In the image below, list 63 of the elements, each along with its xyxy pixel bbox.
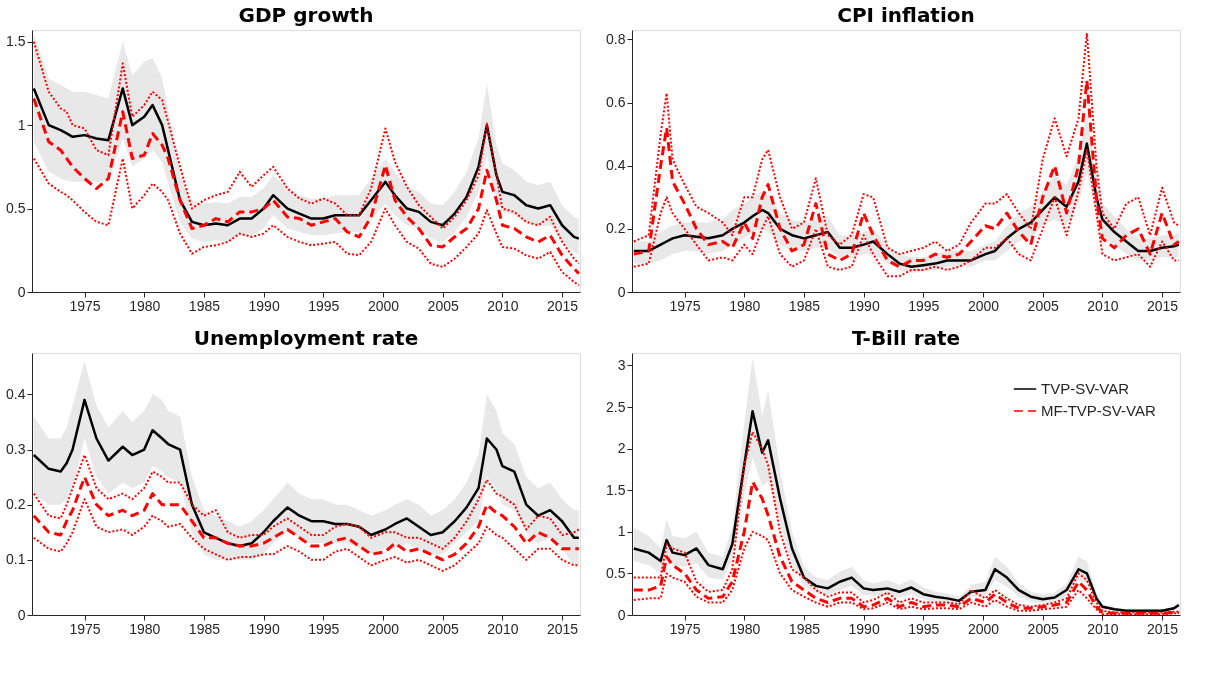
- x-tick-label: 2000: [367, 620, 400, 637]
- x-tick-label: 2005: [427, 297, 459, 314]
- y-tick-label: 1: [17, 116, 26, 133]
- x-tick-label: 2015: [547, 620, 579, 637]
- y-tick-label: 1.5: [606, 481, 626, 498]
- x-tick-label: 1975: [669, 620, 701, 637]
- y-tick-label: 0.4: [6, 385, 26, 402]
- y-tick-label: 0.8: [606, 30, 626, 47]
- x-tick-label: 2010: [487, 297, 519, 314]
- x-tick-label: 1975: [69, 620, 101, 637]
- x-tick-label: 1995: [908, 620, 940, 637]
- x-tick-label: 1980: [729, 297, 761, 314]
- x-tick-label: 1985: [188, 620, 221, 637]
- x-tick-label: 1985: [788, 297, 821, 314]
- x-tick-label: 1990: [848, 620, 880, 637]
- x-tick-label: 2000: [967, 297, 1000, 314]
- y-tick-label: 0: [17, 606, 26, 623]
- x-tick-label: 1980: [729, 620, 761, 637]
- x-tick-label: 1985: [188, 297, 221, 314]
- x-tick-label: 2005: [427, 620, 459, 637]
- legend-label: TVP-SV-VAR: [1041, 380, 1130, 397]
- y-tick-label: 0.6: [606, 94, 626, 111]
- x-tick-label: 1990: [248, 620, 280, 637]
- x-tick-label: 1990: [248, 297, 280, 314]
- y-tick-label: 0.1: [6, 551, 26, 568]
- y-tick-label: 0: [17, 283, 26, 300]
- y-tick-label: 2: [617, 440, 626, 457]
- chart-title: GDP growth: [238, 3, 374, 27]
- y-tick-label: 0.4: [606, 157, 626, 174]
- x-tick-label: 1995: [308, 297, 340, 314]
- chart-title: CPI inflation: [837, 3, 975, 27]
- x-tick-label: 1975: [69, 297, 101, 314]
- x-tick-label: 2015: [547, 297, 579, 314]
- y-tick-label: 2.5: [606, 398, 626, 415]
- x-tick-label: 1990: [848, 297, 880, 314]
- x-tick-label: 2010: [487, 620, 519, 637]
- x-tick-label: 2010: [1087, 297, 1119, 314]
- chart-title: Unemployment rate: [193, 326, 419, 350]
- x-tick-label: 2015: [1147, 620, 1179, 637]
- x-tick-label: 2000: [367, 297, 400, 314]
- x-tick-label: 1995: [908, 297, 940, 314]
- x-tick-label: 2010: [1087, 620, 1119, 637]
- y-tick-label: 0: [617, 606, 626, 623]
- y-tick-label: 1: [617, 523, 626, 540]
- legend-label: MF-TVP-SV-VAR: [1041, 402, 1156, 419]
- x-tick-label: 2005: [1027, 297, 1059, 314]
- y-tick-label: 0.5: [606, 564, 626, 581]
- y-tick-label: 3: [617, 356, 626, 373]
- x-tick-label: 1995: [308, 620, 340, 637]
- x-tick-label: 2005: [1027, 620, 1059, 637]
- chart-title: T-Bill rate: [851, 326, 961, 350]
- y-tick-label: 0.3: [6, 441, 26, 458]
- x-tick-label: 2015: [1147, 297, 1179, 314]
- x-tick-label: 1975: [669, 297, 701, 314]
- x-tick-label: 1985: [788, 620, 821, 637]
- x-tick-label: 1980: [129, 620, 161, 637]
- x-tick-label: 2000: [967, 620, 1000, 637]
- x-tick-label: 1980: [129, 297, 161, 314]
- y-tick-label: 0.5: [6, 200, 26, 217]
- y-tick-label: 1.5: [6, 33, 26, 50]
- y-tick-label: 0: [617, 283, 626, 300]
- y-tick-label: 0.2: [606, 220, 626, 237]
- y-tick-label: 0.2: [6, 496, 26, 513]
